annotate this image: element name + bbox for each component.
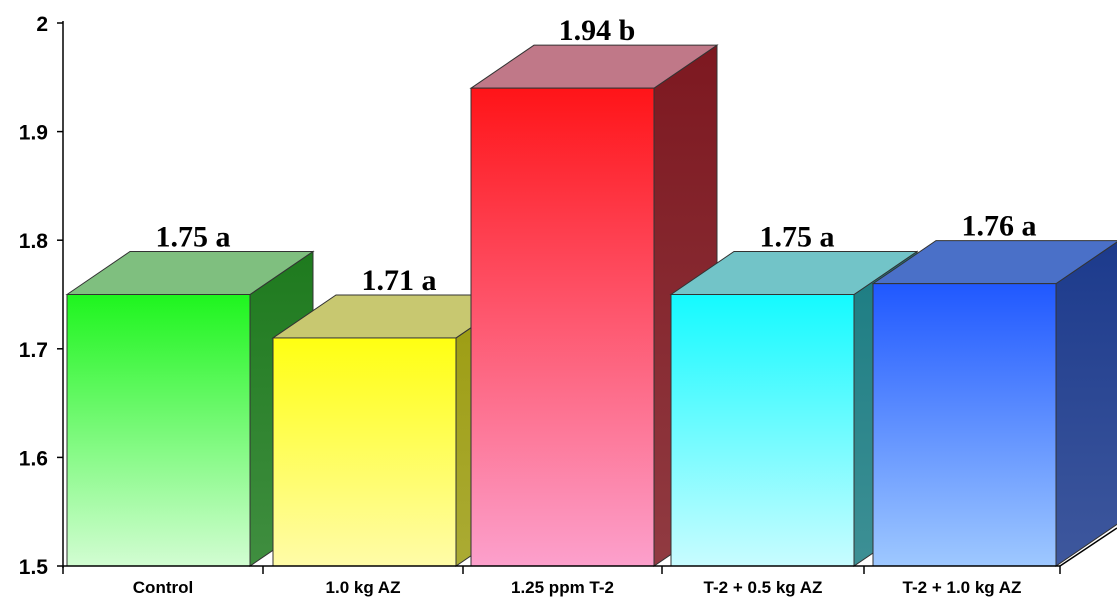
axes	[57, 21, 1117, 574]
y-tick-label: 1.5	[19, 556, 49, 579]
bars-layer	[65, 44, 1117, 567]
y-tick-label: 1.6	[19, 447, 48, 470]
y-tick-label: 1.9	[19, 122, 48, 145]
x-tick-label: 1.25 ppm T-2	[511, 578, 614, 597]
bar-front	[272, 337, 457, 567]
data-label: 1.71 a	[362, 264, 437, 297]
x-tick-label: T-2 + 0.5 kg AZ	[704, 578, 823, 597]
x-axis-depth-line	[1059, 527, 1117, 567]
bar-side	[1055, 241, 1117, 567]
y-tick-label: 1.7	[19, 339, 48, 362]
bar-front	[66, 294, 251, 567]
bar-front	[670, 294, 855, 567]
labels-layer: 1.75 a 1.71 a 1.94 b 1.75 a 1.76 a 1.5 1.6 1.7 1…	[19, 13, 1037, 597]
bar-3	[469, 44, 719, 567]
bar-5	[871, 240, 1117, 567]
bar-front	[872, 283, 1057, 567]
y-tick-label: 1.8	[19, 230, 49, 253]
data-label: 1.76 a	[962, 210, 1037, 243]
data-label: 1.75 a	[156, 221, 231, 254]
data-label: 1.94 b	[559, 14, 636, 47]
x-tick-label: 1.0 kg AZ	[326, 578, 401, 597]
y-tick-label: 2	[36, 13, 48, 36]
bar-front	[470, 87, 655, 567]
x-tick-label: Control	[133, 578, 193, 597]
data-label: 1.75 a	[760, 221, 835, 254]
x-tick-label: T-2 + 1.0 kg AZ	[903, 578, 1022, 597]
